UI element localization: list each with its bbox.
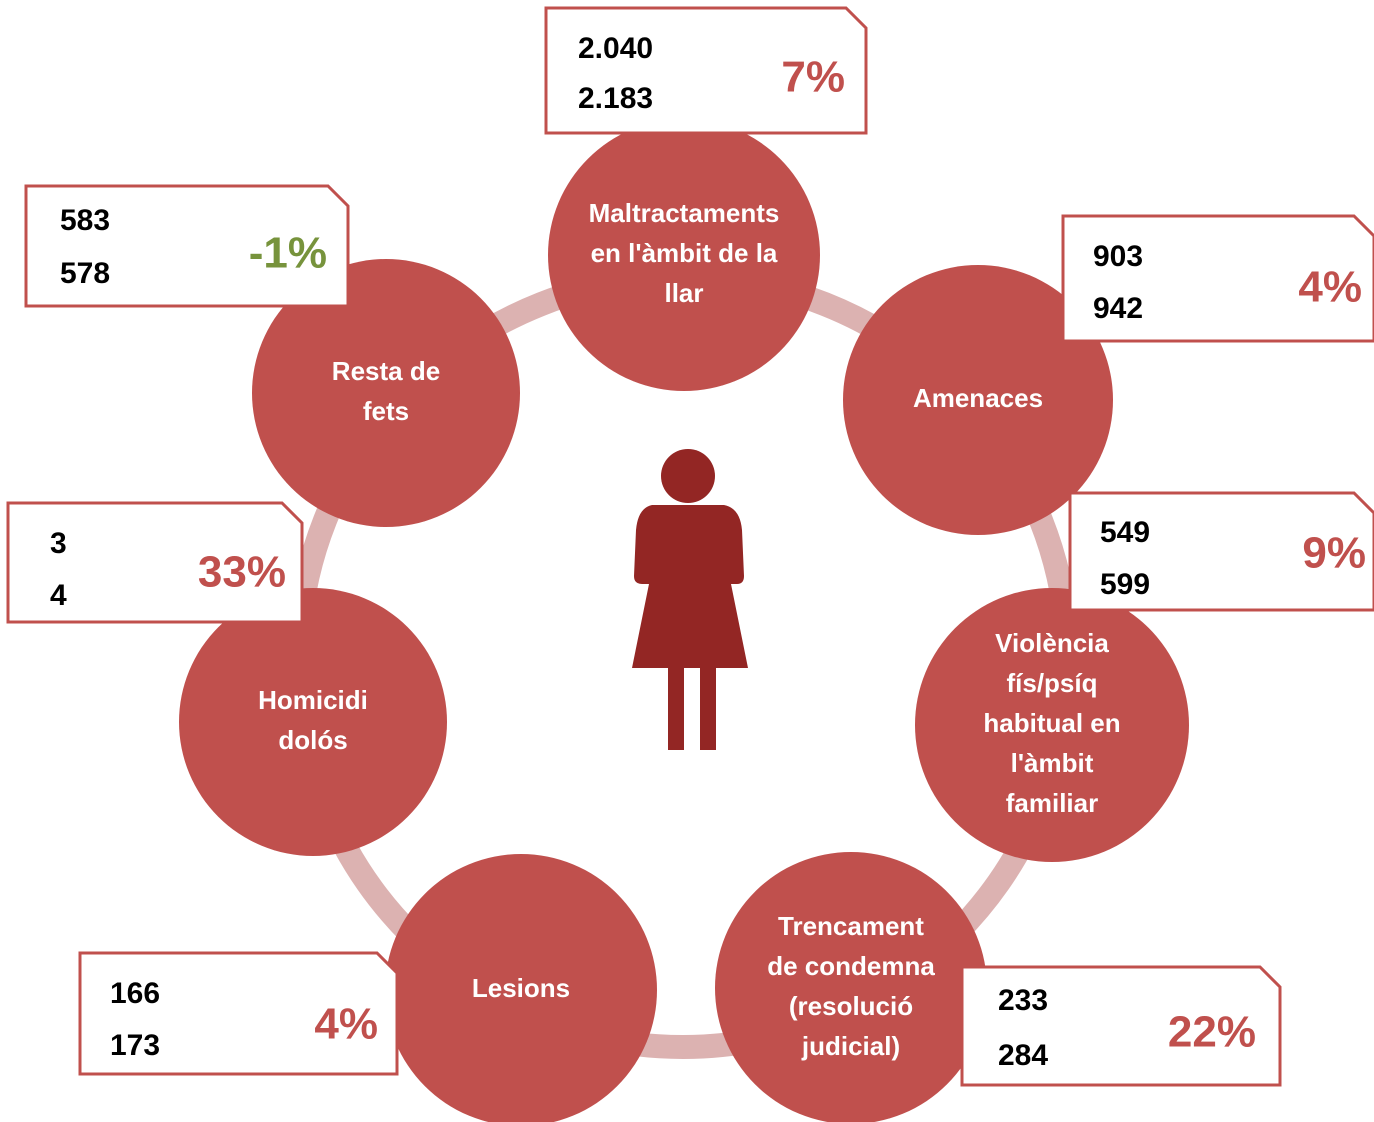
value-current: 284 — [998, 1039, 1048, 1072]
value-box — [24, 184, 350, 308]
nodes: Maltractaments en l'àmbit de la llar 2.040 2… — [6, 6, 1374, 1122]
value-current: 2.183 — [578, 82, 653, 115]
value-box — [544, 6, 868, 135]
category-label: Amenaces — [913, 383, 1043, 413]
value-previous: 549 — [1100, 516, 1150, 549]
value-box — [960, 965, 1282, 1087]
value-previous: 903 — [1093, 240, 1143, 273]
value-previous: 166 — [110, 977, 160, 1010]
category-label: Homicidi — [258, 685, 368, 715]
category-label: en l'àmbit de la — [591, 238, 778, 268]
category-label: llar — [664, 278, 703, 308]
category-label: (resolució — [789, 991, 913, 1021]
category-label: Maltractaments — [589, 198, 780, 228]
category-label: l'àmbit — [1011, 748, 1094, 778]
category-circle — [179, 588, 447, 856]
category-label: dolós — [278, 725, 347, 755]
category-circle — [252, 259, 520, 527]
category-label: Trencament — [778, 911, 924, 941]
woman-icon — [632, 449, 748, 750]
change-percent: 22% — [1168, 1008, 1256, 1057]
value-current: 4 — [50, 579, 67, 612]
value-current: 942 — [1093, 292, 1143, 325]
value-previous: 233 — [998, 984, 1048, 1017]
value-current: 599 — [1100, 568, 1150, 601]
category-circle — [843, 265, 1113, 535]
value-previous: 2.040 — [578, 32, 653, 65]
category-label: de condemna — [767, 951, 935, 981]
value-previous: 583 — [60, 204, 110, 237]
value-box — [1068, 491, 1374, 612]
category-label: habitual en — [983, 708, 1120, 738]
value-box — [78, 951, 399, 1076]
category-circle — [548, 119, 820, 391]
value-current: 173 — [110, 1029, 160, 1062]
category-label: fís/psíq — [1006, 668, 1097, 698]
category-label: judicial) — [801, 1031, 900, 1061]
value-box — [1061, 214, 1374, 343]
change-percent: -1% — [249, 229, 327, 278]
change-percent: 4% — [314, 1000, 378, 1049]
value-previous: 3 — [50, 527, 67, 560]
change-percent: 4% — [1298, 263, 1362, 312]
change-percent: 33% — [198, 548, 286, 597]
category-label: Violència — [995, 628, 1109, 658]
category-label: familiar — [1006, 788, 1099, 818]
change-percent: 9% — [1302, 529, 1366, 578]
category-circle — [915, 588, 1189, 862]
category-circle — [385, 854, 657, 1122]
category-label: fets — [363, 396, 409, 426]
category-label: Lesions — [472, 973, 570, 1003]
category-circle — [715, 852, 987, 1122]
value-current: 578 — [60, 257, 110, 290]
category-label: Resta de — [332, 356, 440, 386]
change-percent: 7% — [781, 53, 845, 102]
value-box — [6, 501, 304, 624]
